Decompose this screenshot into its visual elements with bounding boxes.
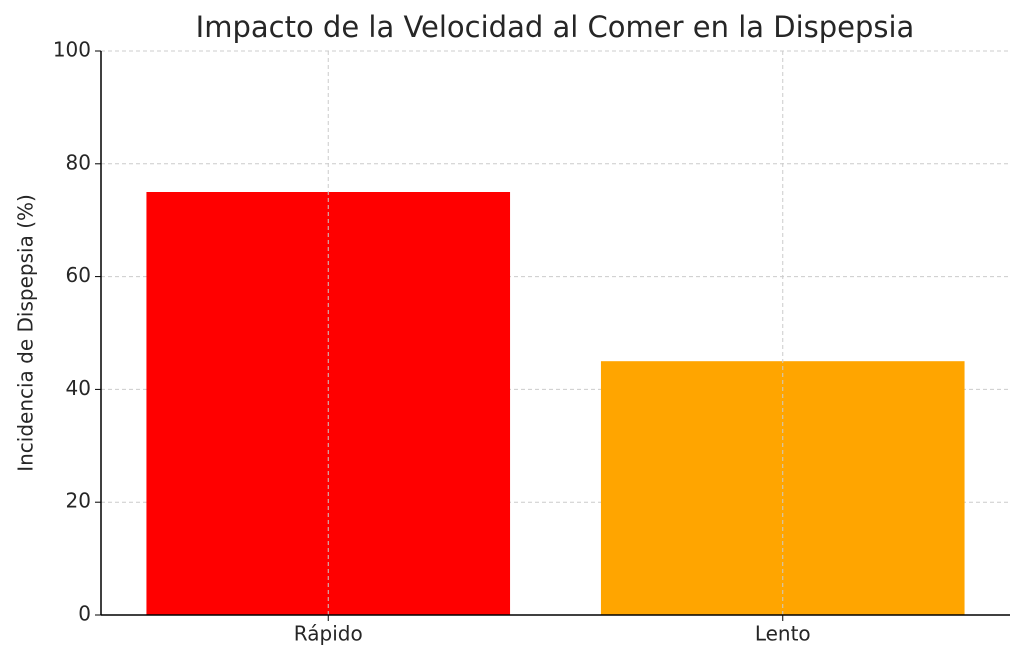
y-axis-label: Incidencia de Dispepsia (%) [14, 194, 38, 472]
y-tick-label: 60 [66, 263, 91, 287]
y-tick-label: 100 [53, 38, 91, 62]
x-tick-label: Rápido [294, 622, 363, 646]
y-tick-label: 20 [66, 489, 91, 513]
y-tick-label: 40 [66, 376, 91, 400]
y-tick-label: 80 [66, 150, 91, 174]
chart-title: Impacto de la Velocidad al Comer en la D… [196, 10, 915, 44]
x-tick-label: Lento [755, 622, 811, 646]
y-tick-label: 0 [78, 602, 91, 626]
